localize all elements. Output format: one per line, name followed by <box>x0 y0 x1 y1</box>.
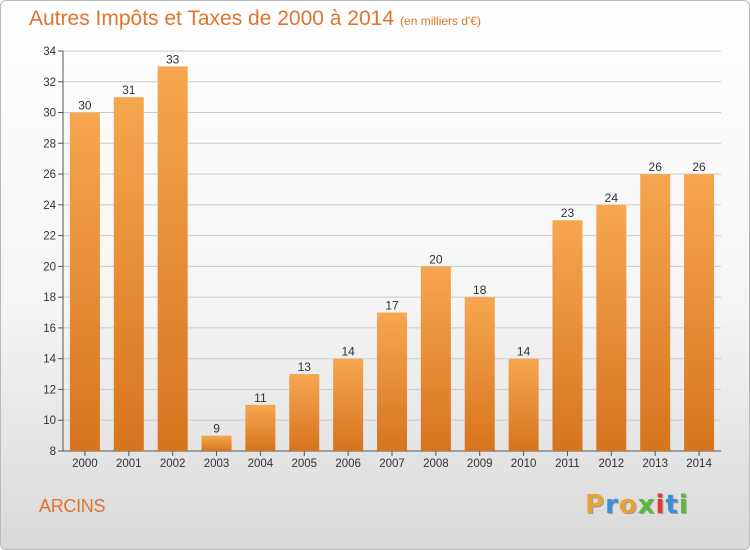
bar <box>552 220 583 451</box>
bar <box>333 358 364 451</box>
bar <box>157 66 188 451</box>
y-tick-label: 34 <box>43 46 56 58</box>
x-tick-label: 2009 <box>467 458 493 470</box>
data-label: 26 <box>649 160 663 174</box>
y-tick-label: 18 <box>43 292 56 304</box>
x-tick-label: 2012 <box>599 458 625 470</box>
bar <box>69 112 100 452</box>
x-tick-label: 2013 <box>642 458 668 470</box>
y-tick-label: 30 <box>43 108 56 120</box>
logo-letter: t <box>665 490 679 520</box>
bar <box>113 97 144 452</box>
x-tick-label: 2003 <box>204 458 230 470</box>
x-tick-label: 2002 <box>160 458 186 470</box>
bar <box>245 404 276 451</box>
x-tick-label: 2004 <box>248 458 274 470</box>
logo-letter: r <box>605 490 619 520</box>
y-tick-label: 14 <box>43 354 56 366</box>
x-tick-label: 2008 <box>423 458 449 470</box>
data-label: 14 <box>341 345 355 359</box>
data-label: 13 <box>298 360 312 374</box>
x-tick-label: 2007 <box>379 458 405 470</box>
data-label: 24 <box>605 191 619 205</box>
logo-letter: x <box>637 490 656 520</box>
data-label: 11 <box>254 391 267 405</box>
data-label: 31 <box>122 83 136 97</box>
data-label: 17 <box>385 299 399 313</box>
x-tick-label: 2000 <box>72 458 98 470</box>
data-label: 33 <box>166 52 180 66</box>
bar <box>420 266 451 451</box>
bar <box>289 374 320 451</box>
y-tick-label: 8 <box>50 446 56 458</box>
data-label: 26 <box>692 160 706 174</box>
y-tick-label: 22 <box>43 231 56 243</box>
bar <box>377 312 407 451</box>
chart-unit-note: (en milliers d'€) <box>400 14 482 28</box>
logo-letter: i <box>655 490 666 520</box>
logo-letter: o <box>618 490 638 520</box>
bar <box>684 174 715 452</box>
x-tick-label: 2005 <box>291 458 317 470</box>
data-label: 20 <box>429 252 443 266</box>
y-tick-label: 20 <box>43 261 56 273</box>
y-tick-label: 12 <box>43 384 56 396</box>
y-tick-label: 32 <box>43 77 56 89</box>
data-label: 30 <box>78 99 92 113</box>
y-tick-label: 16 <box>43 323 56 335</box>
y-tick-label: 26 <box>43 169 56 181</box>
bar <box>640 174 671 452</box>
chart-title: Autres Impôts et Taxes de 2000 à 2014 (en… <box>29 7 481 31</box>
bar <box>464 297 495 451</box>
logo-letter: i <box>678 490 689 520</box>
x-tick-label: 2011 <box>555 458 580 470</box>
x-tick-label: 2014 <box>686 458 712 470</box>
y-tick-label: 24 <box>43 200 56 212</box>
logo-letter: P <box>585 490 606 520</box>
y-tick-label: 10 <box>43 415 56 427</box>
bar <box>508 358 539 451</box>
x-tick-label: 2001 <box>116 458 142 470</box>
bar <box>201 435 232 451</box>
commune-name: ARCINS <box>39 496 106 516</box>
y-tick-label: 28 <box>43 138 56 150</box>
data-label: 14 <box>517 345 531 359</box>
proxiti-logo: Proxiti <box>585 490 689 520</box>
x-tick-label: 2006 <box>335 458 361 470</box>
data-label: 18 <box>473 283 487 297</box>
data-label: 9 <box>213 422 220 436</box>
x-tick-label: 2010 <box>511 458 537 470</box>
data-label: 23 <box>561 206 575 220</box>
bar <box>596 204 627 451</box>
chart-title-main: Autres Impôts et Taxes de 2000 à 2014 <box>29 7 395 30</box>
